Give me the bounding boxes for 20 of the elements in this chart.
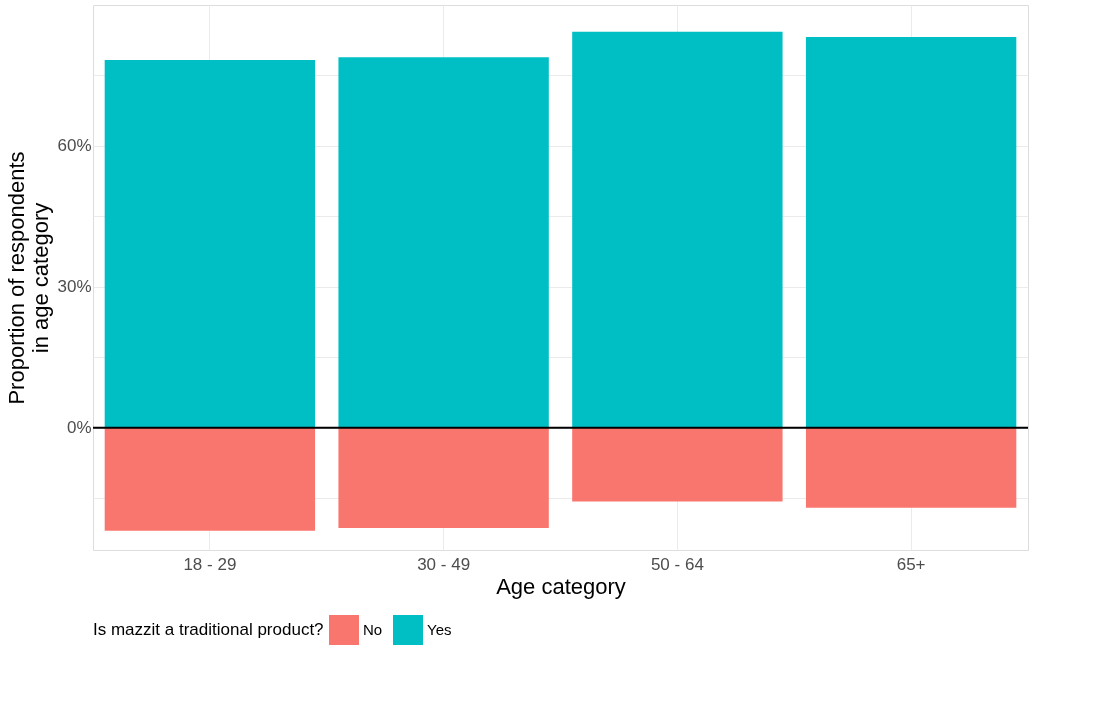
bar	[104, 59, 316, 428]
x-axis-title: Age category	[496, 573, 626, 599]
bar	[805, 36, 1017, 428]
bar	[572, 31, 783, 428]
x-tick-label: 50 - 64	[650, 554, 704, 574]
x-tick-label: 30 - 49	[417, 554, 471, 574]
x-tick-label: 18 - 29	[183, 554, 237, 574]
bar	[805, 427, 1017, 508]
x-tick-label: 65+	[896, 554, 926, 574]
legend-title: Is mazzit a traditional product?	[93, 620, 324, 639]
y-tick-label: 60%	[57, 136, 92, 156]
y-tick-label: 30%	[57, 277, 92, 297]
bar	[338, 57, 549, 428]
legend-label: Yes	[427, 621, 452, 638]
y-axis-title: Proportion of respondents in age category	[4, 151, 54, 405]
bar	[572, 427, 783, 502]
legend-label: No	[363, 621, 383, 638]
bar	[104, 427, 316, 531]
bar	[338, 427, 549, 528]
y-tick-label: 0%	[66, 418, 92, 438]
